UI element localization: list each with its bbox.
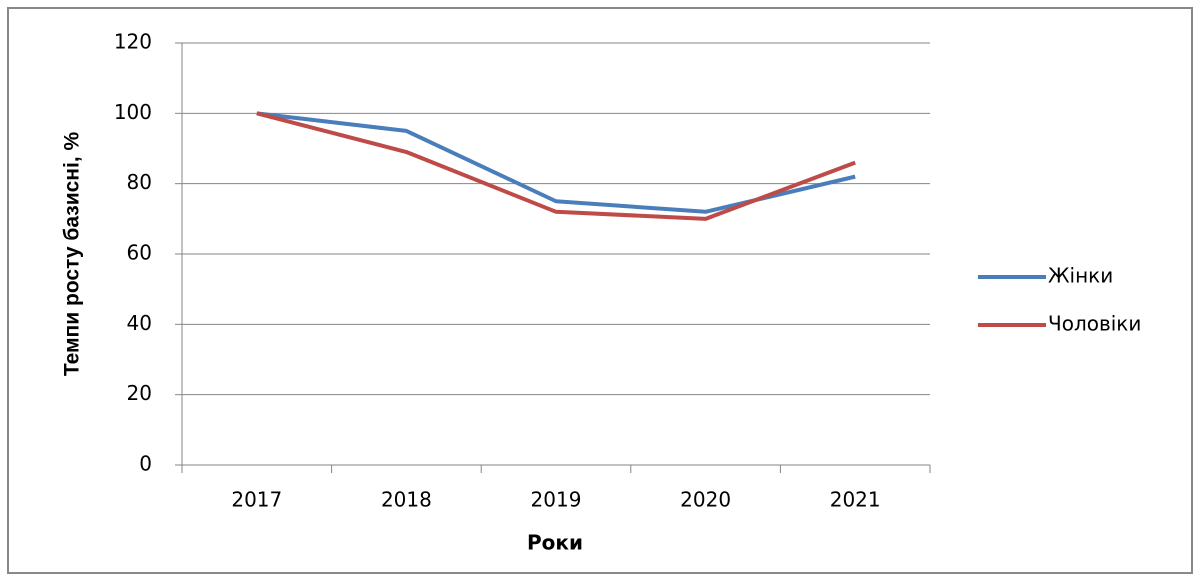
- y-tick-label: 0: [139, 452, 152, 476]
- chart-border: [7, 7, 1193, 574]
- x-axis-label: Роки: [527, 531, 583, 555]
- x-tick-label: 2021: [830, 488, 881, 512]
- x-tick-label: 2018: [381, 488, 432, 512]
- y-axis-label: Темпи росту базисні, %: [61, 132, 84, 377]
- legend-label: Жінки: [1048, 264, 1113, 288]
- y-tick-label: 20: [127, 381, 152, 405]
- y-tick-label: 40: [127, 311, 152, 335]
- x-tick-label: 2019: [531, 488, 582, 512]
- x-tick-label: 2020: [680, 488, 731, 512]
- y-tick-label: 60: [127, 241, 152, 265]
- y-tick-label: 80: [127, 170, 152, 194]
- y-tick-label: 100: [114, 100, 152, 124]
- legend-label: Чоловіки: [1048, 312, 1141, 336]
- x-tick-label: 2017: [231, 488, 282, 512]
- line-series: [256, 111, 856, 221]
- y-tick-label: 120: [114, 30, 152, 54]
